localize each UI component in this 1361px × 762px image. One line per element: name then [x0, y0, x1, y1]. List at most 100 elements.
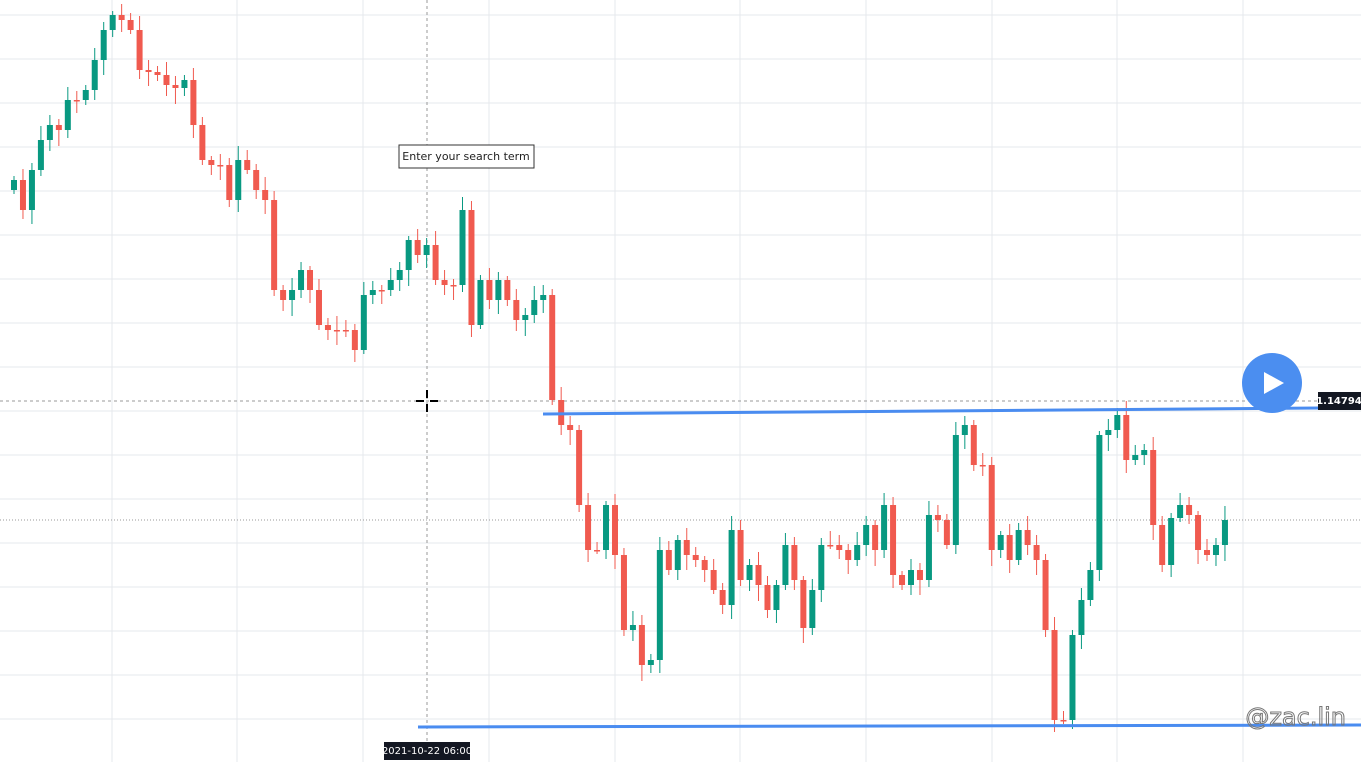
candle-body	[1015, 530, 1022, 560]
candle-body	[863, 525, 870, 545]
candle-body	[809, 590, 816, 628]
candle-body	[549, 295, 556, 400]
candle-body	[118, 15, 125, 20]
candle-body	[629, 625, 636, 630]
candle-body	[235, 160, 242, 200]
candle-body	[1105, 430, 1112, 435]
candle-body	[432, 245, 439, 280]
watermark: @zac.lin	[1245, 703, 1346, 731]
candle-body	[656, 550, 663, 660]
candle-body	[289, 290, 296, 300]
candle-body	[845, 550, 852, 560]
candle-body	[414, 240, 421, 255]
candle-body	[226, 165, 233, 200]
candle-body	[1096, 435, 1103, 570]
candle-body	[163, 75, 170, 85]
candle-body	[315, 290, 322, 325]
candle-body	[486, 280, 493, 300]
candle-body	[100, 30, 107, 60]
candle-body	[271, 200, 278, 290]
candle-body	[172, 85, 179, 88]
candle-body	[217, 165, 224, 167]
candle-body	[154, 72, 161, 75]
candle-body	[378, 290, 385, 292]
candle-body	[280, 290, 287, 300]
candle-body	[620, 555, 627, 630]
candle-body	[585, 505, 592, 550]
candle-body	[1123, 415, 1130, 460]
tooltip-box	[398, 144, 535, 169]
candle-body	[55, 125, 62, 130]
candle-body	[199, 125, 206, 160]
candle-body	[477, 280, 484, 325]
candle-body	[73, 100, 80, 102]
candles	[11, 4, 1228, 732]
candle-body	[1078, 600, 1085, 635]
candle-body	[1042, 560, 1049, 630]
candle-body	[1186, 505, 1193, 515]
candle-body	[683, 540, 690, 555]
candle-body	[504, 280, 511, 300]
candle-body	[728, 530, 735, 605]
candle-body	[324, 325, 331, 330]
candle-body	[908, 570, 914, 585]
candle-body	[208, 160, 215, 165]
candle-body	[872, 525, 879, 550]
candle-body	[1195, 515, 1202, 550]
time-label-box	[384, 742, 470, 760]
candle-body	[890, 505, 897, 575]
candle-body	[513, 300, 520, 320]
candle-body	[881, 505, 888, 550]
candle-body	[11, 180, 17, 190]
candle-body	[979, 465, 986, 467]
tooltip: Enter your search term	[402, 150, 529, 163]
candle-body	[1024, 530, 1031, 545]
candle-body	[854, 545, 861, 560]
candle-body	[997, 535, 1004, 550]
candle-body	[701, 560, 708, 570]
candle-body	[1177, 505, 1184, 518]
candle-body	[970, 425, 977, 465]
play-icon	[1264, 372, 1284, 394]
candle-body	[925, 515, 932, 580]
candle-body	[1141, 450, 1148, 455]
candle-body	[441, 280, 448, 285]
candle-body	[988, 465, 995, 550]
candle-body	[782, 545, 789, 585]
trend-line-upper[interactable]	[542, 406, 1321, 416]
candle-body	[459, 210, 466, 285]
candle-body	[522, 315, 529, 320]
candle-body	[468, 210, 475, 325]
candle-body	[307, 270, 314, 290]
candle-body	[369, 290, 376, 295]
candle-body	[800, 580, 807, 628]
candle-body	[91, 60, 98, 90]
candle-body	[836, 545, 843, 550]
candle-body	[1159, 525, 1166, 565]
candle-body	[952, 435, 959, 545]
candle-body	[737, 530, 744, 580]
candle-body	[773, 585, 780, 610]
candle-body	[351, 330, 358, 350]
candle-body	[37, 140, 44, 170]
candle-body	[674, 540, 681, 570]
candle-body	[181, 80, 188, 88]
candle-body	[1204, 550, 1211, 555]
candle-body	[145, 70, 152, 72]
candle-body	[1033, 545, 1040, 560]
candle-body	[665, 550, 672, 570]
candle-body	[342, 330, 349, 332]
candle-body	[746, 565, 753, 580]
candle-body	[82, 90, 89, 100]
candle-body	[450, 285, 457, 287]
trend-line-lower[interactable]	[417, 723, 1361, 729]
time-label: 2021-10-22 06:00	[382, 746, 472, 757]
candle-body	[495, 280, 502, 300]
candle-body	[719, 590, 726, 605]
candle-body	[827, 545, 834, 547]
candle-body	[647, 660, 654, 665]
candle-body	[46, 125, 53, 140]
candle-body	[127, 20, 134, 30]
